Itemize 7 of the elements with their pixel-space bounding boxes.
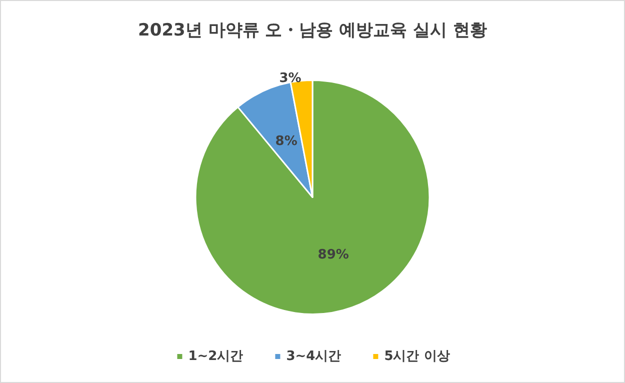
legend-label: 5시간 이상 [384, 349, 450, 364]
legend-label: 1~2시간 [188, 349, 244, 364]
legend-label: 3~4시간 [286, 349, 342, 364]
data-label: 89% [318, 248, 349, 263]
data-label: 3% [279, 71, 302, 86]
data-label: 8% [275, 134, 298, 150]
chart-title: 2023년 마약류 오・남용 예방교육 실시 현황 [138, 20, 487, 40]
